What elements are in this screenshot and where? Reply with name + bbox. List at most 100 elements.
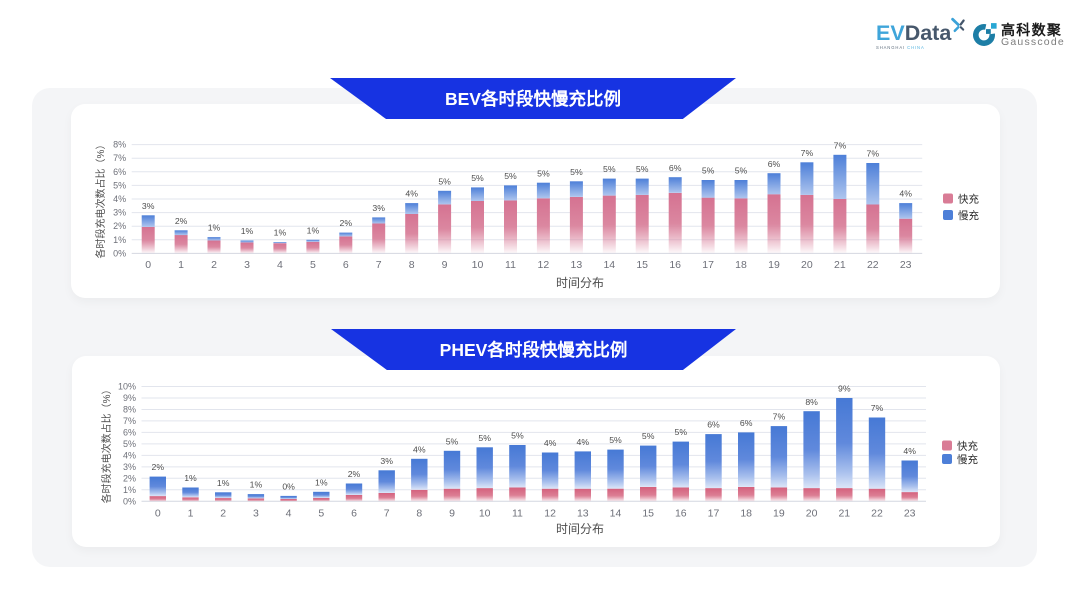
- svg-text:7%: 7%: [113, 153, 126, 163]
- svg-text:慢充: 慢充: [958, 209, 979, 222]
- svg-text:11: 11: [505, 259, 516, 271]
- svg-text:5%: 5%: [702, 166, 715, 176]
- svg-text:7%: 7%: [801, 148, 814, 158]
- svg-text:8: 8: [416, 507, 422, 519]
- svg-text:1%: 1%: [113, 235, 126, 245]
- svg-text:2%: 2%: [175, 216, 188, 226]
- svg-text:1%: 1%: [250, 480, 263, 490]
- svg-text:各时段充电次数占比（%）: 各时段充电次数占比（%）: [100, 384, 113, 503]
- svg-text:7%: 7%: [834, 140, 847, 150]
- svg-text:5%: 5%: [113, 180, 126, 190]
- svg-text:1%: 1%: [123, 485, 136, 495]
- svg-text:4%: 4%: [413, 444, 426, 454]
- svg-text:5%: 5%: [511, 431, 524, 441]
- svg-text:0%: 0%: [113, 248, 126, 258]
- svg-text:19: 19: [773, 507, 785, 519]
- svg-text:0: 0: [155, 507, 161, 519]
- svg-text:1%: 1%: [315, 477, 328, 487]
- svg-text:3%: 3%: [123, 462, 136, 472]
- svg-text:13: 13: [571, 259, 583, 271]
- svg-text:2%: 2%: [152, 462, 165, 472]
- svg-text:3%: 3%: [113, 208, 126, 218]
- svg-text:11: 11: [512, 507, 523, 519]
- svg-text:12: 12: [544, 507, 556, 519]
- svg-text:2%: 2%: [113, 221, 126, 231]
- svg-text:4%: 4%: [405, 189, 418, 199]
- svg-text:4%: 4%: [113, 194, 126, 204]
- svg-text:1: 1: [178, 259, 184, 271]
- svg-text:快充: 快充: [958, 192, 979, 205]
- svg-text:5%: 5%: [471, 173, 484, 183]
- svg-text:5%: 5%: [446, 436, 459, 446]
- svg-text:10: 10: [479, 507, 491, 519]
- svg-text:0: 0: [145, 259, 151, 271]
- svg-text:17: 17: [708, 507, 720, 519]
- svg-text:1: 1: [188, 507, 194, 519]
- svg-text:快充: 快充: [957, 439, 978, 452]
- svg-text:12: 12: [538, 259, 550, 271]
- svg-text:4%: 4%: [123, 450, 136, 460]
- svg-text:9: 9: [449, 507, 455, 519]
- svg-text:17: 17: [702, 259, 714, 271]
- svg-text:18: 18: [740, 507, 752, 519]
- svg-text:13: 13: [577, 507, 589, 519]
- svg-text:9%: 9%: [123, 393, 136, 403]
- svg-text:3: 3: [244, 259, 250, 271]
- svg-text:1%: 1%: [208, 223, 221, 233]
- svg-text:22: 22: [867, 259, 879, 271]
- svg-text:20: 20: [801, 259, 813, 271]
- svg-text:5%: 5%: [642, 431, 655, 441]
- svg-text:8%: 8%: [805, 397, 818, 407]
- svg-text:5: 5: [310, 259, 316, 271]
- svg-text:15: 15: [636, 259, 648, 271]
- svg-text:6%: 6%: [113, 167, 126, 177]
- svg-text:各时段充电次数占比（%）: 各时段充电次数占比（%）: [94, 140, 107, 259]
- svg-text:1%: 1%: [241, 226, 254, 236]
- svg-text:3: 3: [253, 507, 259, 519]
- svg-text:21: 21: [838, 507, 850, 519]
- svg-text:16: 16: [669, 259, 681, 271]
- svg-text:5%: 5%: [636, 164, 649, 174]
- svg-text:2%: 2%: [340, 218, 353, 228]
- svg-text:6%: 6%: [707, 420, 720, 430]
- svg-text:18: 18: [735, 259, 747, 271]
- svg-text:8: 8: [409, 259, 415, 271]
- svg-text:21: 21: [834, 259, 846, 271]
- svg-text:4%: 4%: [899, 189, 912, 199]
- svg-text:6%: 6%: [123, 427, 136, 437]
- svg-text:4%: 4%: [544, 438, 557, 448]
- svg-text:23: 23: [904, 507, 916, 519]
- svg-text:10%: 10%: [118, 382, 136, 392]
- svg-text:5%: 5%: [123, 439, 136, 449]
- svg-text:22: 22: [871, 507, 883, 519]
- svg-text:1%: 1%: [307, 225, 320, 235]
- svg-text:5%: 5%: [675, 427, 688, 437]
- svg-text:1%: 1%: [184, 473, 197, 483]
- svg-text:时间分布: 时间分布: [556, 276, 604, 290]
- svg-text:8%: 8%: [113, 140, 126, 150]
- svg-text:7%: 7%: [773, 412, 786, 422]
- svg-text:15: 15: [642, 507, 654, 519]
- svg-text:5%: 5%: [570, 167, 583, 177]
- svg-text:2: 2: [211, 259, 217, 271]
- svg-text:5%: 5%: [504, 171, 517, 181]
- svg-text:2: 2: [220, 507, 226, 519]
- svg-text:1%: 1%: [217, 478, 230, 488]
- svg-text:0%: 0%: [123, 496, 136, 506]
- svg-text:6: 6: [351, 507, 357, 519]
- svg-text:3%: 3%: [142, 201, 155, 211]
- svg-text:19: 19: [768, 259, 780, 271]
- svg-text:4%: 4%: [577, 437, 590, 447]
- svg-text:7%: 7%: [871, 403, 884, 413]
- svg-text:5%: 5%: [438, 176, 451, 186]
- svg-text:7: 7: [384, 507, 390, 519]
- svg-text:6%: 6%: [740, 418, 753, 428]
- svg-text:20: 20: [806, 507, 818, 519]
- svg-text:14: 14: [603, 259, 615, 271]
- svg-text:9%: 9%: [838, 384, 851, 394]
- svg-text:4: 4: [286, 507, 292, 519]
- svg-text:6: 6: [343, 259, 349, 271]
- svg-text:5%: 5%: [478, 433, 491, 443]
- svg-text:5%: 5%: [609, 435, 622, 445]
- svg-text:23: 23: [900, 259, 912, 271]
